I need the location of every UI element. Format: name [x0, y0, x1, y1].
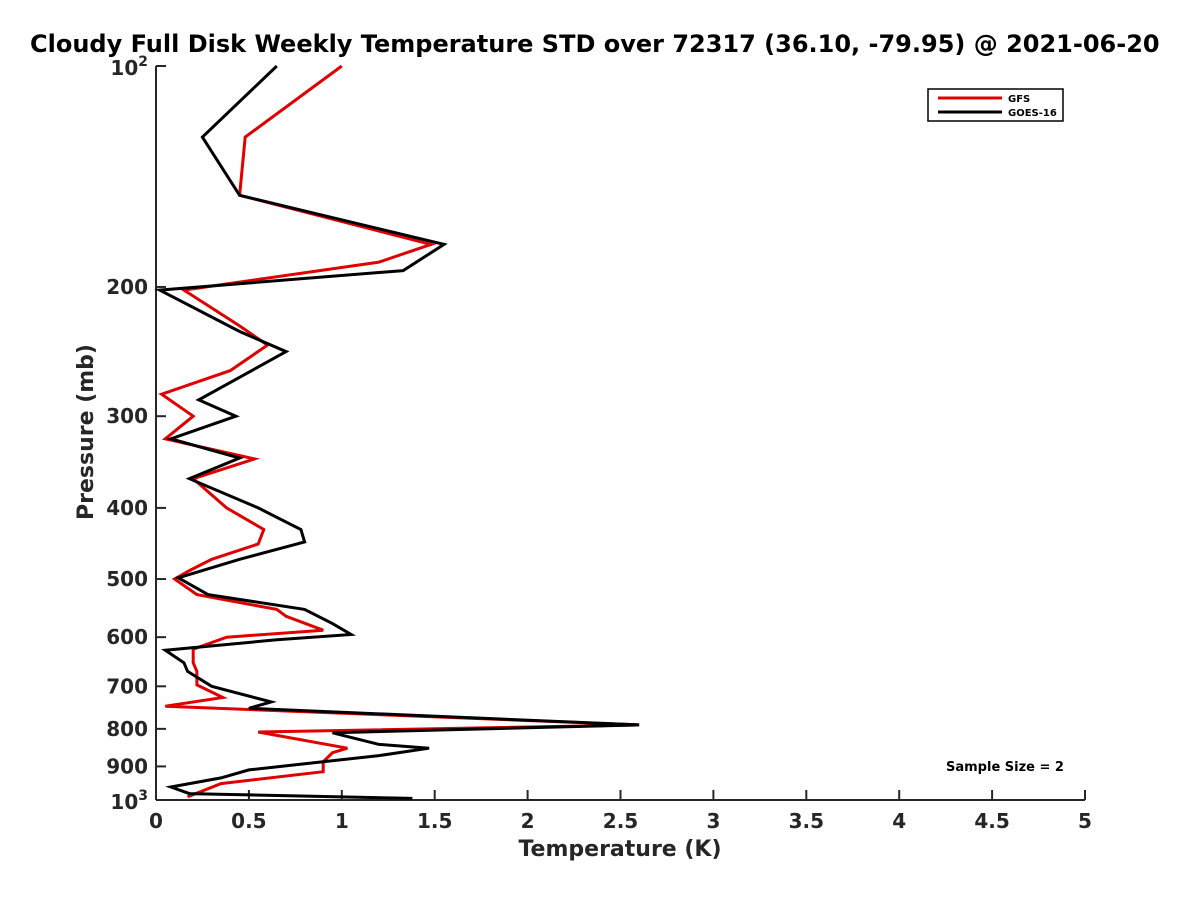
chart-title: Cloudy Full Disk Weekly Temperature STD … [30, 30, 1160, 58]
x-tick-label: 3 [706, 809, 720, 833]
legend-label-gfs: GFS [1008, 94, 1030, 105]
x-tick-label: 5 [1078, 809, 1092, 833]
y-tick-label: 200 [106, 275, 148, 299]
y-tick-label: 600 [106, 625, 148, 649]
y-tick-label: 800 [106, 717, 148, 741]
x-tick-label: 4 [892, 809, 906, 833]
series-line-goes-16 [154, 64, 640, 800]
y-ticks-group: 102 200 300 400 500 600 700 800 900 103 [106, 54, 166, 814]
y-tick-label: 103 [110, 788, 148, 814]
y-tick-label: 900 [106, 754, 148, 778]
x-tick-label: 3.5 [789, 809, 824, 833]
y-axis-label: Pressure (mb) [74, 344, 99, 520]
x-tick-label: 0 [149, 809, 163, 833]
legend: GFS GOES-16 [927, 88, 1064, 122]
y-tick-label: 300 [106, 404, 148, 428]
x-tick-label: 1.5 [417, 809, 452, 833]
legend-box [927, 88, 1064, 122]
y-tick-label: 500 [106, 567, 148, 591]
y-tick-label: 700 [106, 674, 148, 698]
sample-size-annotation: Sample Size = 2 [946, 760, 1064, 775]
y-tick-label: 400 [106, 496, 148, 520]
y-tick-label: 102 [110, 54, 148, 80]
x-ticks-group: 0 0.5 1 1.5 2 2.5 3 3.5 4 4.5 5 [149, 790, 1092, 833]
x-tick-label: 1 [335, 809, 349, 833]
x-tick-label: 2.5 [603, 809, 638, 833]
series-line-gfs [158, 64, 640, 799]
x-tick-label: 4.5 [974, 809, 1009, 833]
legend-label-goes-16: GOES-16 [1008, 108, 1057, 119]
x-axis-label: Temperature (K) [518, 837, 721, 862]
axes-group [155, 66, 1085, 801]
x-tick-label: 2 [521, 809, 535, 833]
plot-area [154, 64, 640, 800]
x-tick-label: 0.5 [231, 809, 266, 833]
